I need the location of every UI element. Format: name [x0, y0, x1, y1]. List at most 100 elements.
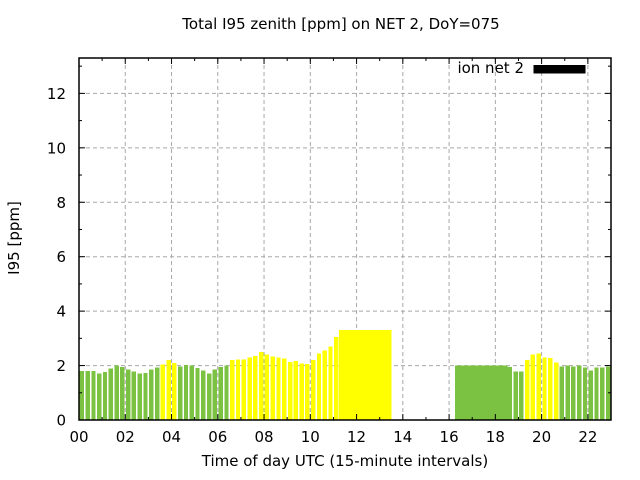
bar-05:30 [206, 373, 212, 420]
y-tick-label-12: 12 [47, 85, 66, 103]
y-tick-label-6: 6 [56, 248, 66, 266]
x-tick-labels: 00 02 04 06 08 10 12 14 16 18 20 22 [69, 428, 597, 446]
bar-21:00 [565, 365, 570, 420]
x-tick-label-20: 20 [532, 428, 551, 446]
bar-03:15 [154, 367, 160, 420]
bar-04:00 [172, 363, 177, 420]
bar-22:15 [594, 367, 599, 420]
y-tick-label-8: 8 [56, 194, 66, 212]
bar-08:45 [282, 358, 287, 420]
bar-16:45 [466, 365, 473, 420]
bar-13:15 [385, 330, 392, 420]
bar-06:00 [218, 367, 223, 420]
chart-title: Total I95 zenith [ppm] on NET 2, DoY=075 [181, 15, 499, 33]
x-tick-label-06: 06 [208, 428, 227, 446]
bar-00:45 [97, 373, 102, 420]
bar-02:15 [131, 371, 137, 420]
bar-02:00 [125, 369, 131, 420]
bar-13:00 [379, 330, 386, 420]
bar-18:30 [507, 366, 512, 420]
y-axis-label: I95 [ppm] [5, 201, 23, 275]
bar-11:00 [334, 336, 339, 420]
bar-18:45 [513, 371, 518, 420]
bar-10:15 [316, 353, 322, 420]
bar-10:45 [328, 346, 333, 420]
bar-18:15 [501, 365, 508, 420]
x-tick-label-22: 22 [578, 428, 597, 446]
bar-12:15 [362, 330, 369, 420]
x-tick-label-10: 10 [301, 428, 320, 446]
x-tick-label-00: 00 [69, 428, 88, 446]
bar-20:30 [553, 362, 559, 420]
bar-20:00 [542, 357, 547, 420]
x-tick-label-18: 18 [486, 428, 505, 446]
bar-09:45 [305, 364, 310, 420]
bar-08:30 [276, 357, 281, 420]
bar-03:30 [160, 364, 166, 420]
bar-08:15 [270, 356, 275, 420]
bar-10:30 [322, 350, 327, 420]
x-tick-label-04: 04 [162, 428, 181, 446]
bar-11:15 [339, 330, 346, 420]
y-tick-label-4: 4 [56, 303, 66, 321]
bar-08:00 [264, 354, 270, 420]
y-tick-label-0: 0 [56, 412, 66, 430]
bar-04:45 [189, 365, 194, 420]
bar-07:00 [241, 359, 246, 420]
bar-21:15 [571, 366, 576, 420]
x-tick-label-02: 02 [116, 428, 135, 446]
bar-20:45 [559, 366, 565, 420]
bar-21:45 [582, 367, 588, 420]
bar-22:45 [605, 366, 611, 420]
bar-12:00 [356, 330, 363, 420]
bar-11:30 [345, 330, 352, 420]
bar-00:15 [85, 371, 90, 420]
x-tick-label-14: 14 [393, 428, 412, 446]
bar-16:30 [460, 365, 467, 420]
x-axis-label: Time of day UTC (15-minute intervals) [201, 452, 488, 470]
x-tick-label-12: 12 [347, 428, 366, 446]
y-tick-label-2: 2 [56, 357, 66, 375]
bar-19:30 [530, 354, 536, 420]
bar-01:15 [108, 368, 113, 420]
bar-20:15 [548, 358, 553, 420]
bar-17:45 [489, 365, 496, 420]
x-tick-label-16: 16 [440, 428, 459, 446]
bar-11:45 [350, 330, 357, 420]
bar-02:45 [143, 372, 148, 420]
bar-22:00 [588, 370, 593, 420]
bar-06:30 [230, 359, 235, 420]
y-tick-labels: 0 2 4 6 8 10 12 [47, 85, 66, 430]
bar-09:00 [287, 361, 293, 420]
bar-05:15 [201, 370, 206, 420]
bar-05:00 [195, 368, 200, 420]
bar-22:30 [600, 367, 605, 420]
bar-01:30 [114, 365, 119, 420]
bar-17:15 [478, 365, 485, 420]
bar-03:45 [166, 359, 171, 420]
bar-00:00 [79, 371, 85, 420]
bar-00:30 [91, 371, 96, 420]
bar-06:45 [235, 359, 241, 420]
bar-16:15 [454, 365, 462, 420]
legend-swatch [533, 65, 586, 74]
bar-01:45 [120, 366, 125, 420]
bar-12:45 [373, 330, 381, 420]
bar-09:15 [293, 361, 299, 420]
bar-02:30 [137, 373, 142, 420]
bar-07:30 [253, 356, 258, 420]
bars [79, 330, 611, 420]
bar-03:00 [149, 369, 154, 420]
bar-19:00 [519, 371, 524, 420]
bar-19:15 [524, 360, 530, 420]
legend-label: ion net 2 [457, 59, 524, 77]
bar-17:30 [483, 365, 490, 420]
bar-01:00 [102, 372, 108, 420]
bar-19:45 [536, 353, 541, 420]
bar-06:15 [224, 365, 229, 420]
bar-21:30 [577, 365, 582, 420]
bar-09:30 [299, 363, 304, 420]
bar-04:30 [183, 365, 189, 420]
bar-07:45 [258, 352, 264, 420]
